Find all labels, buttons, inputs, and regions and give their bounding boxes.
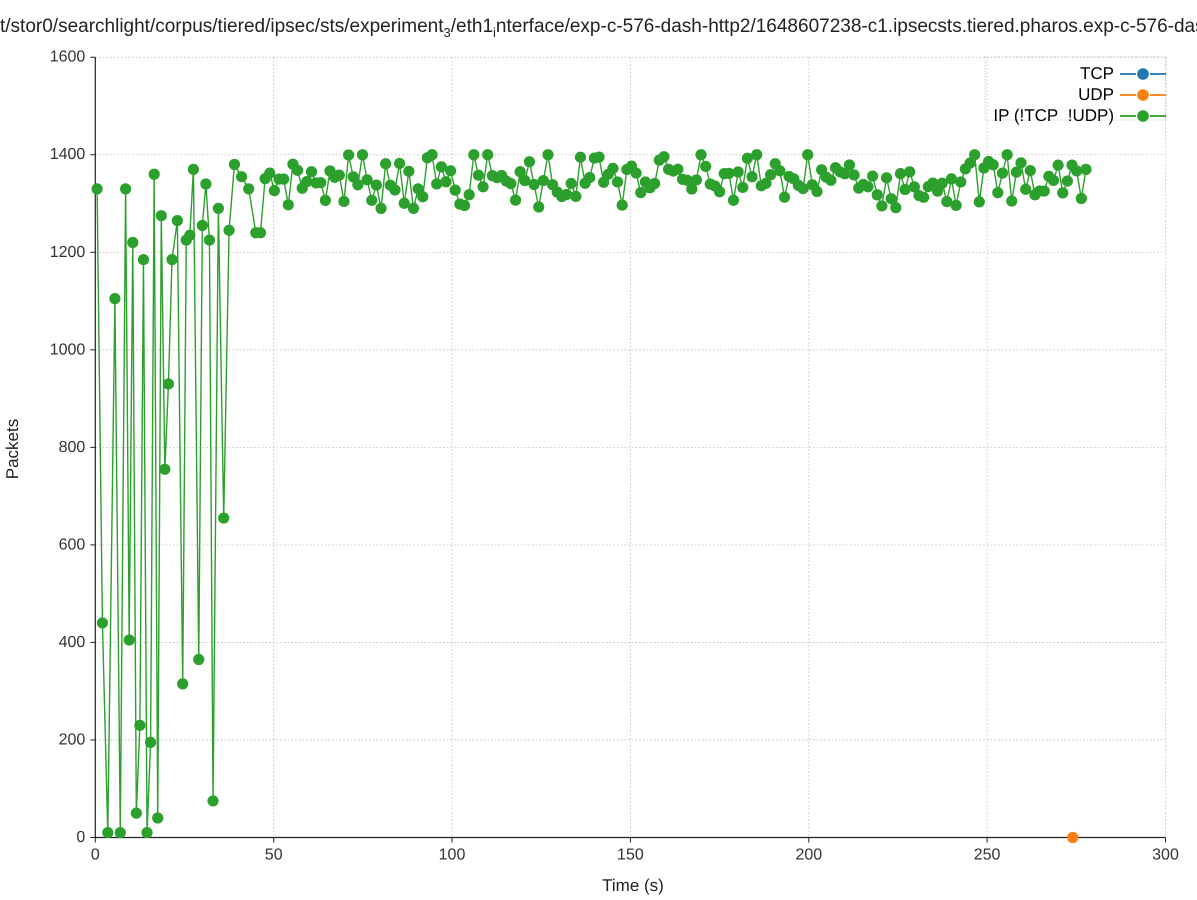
svg-text:100: 100	[439, 847, 466, 864]
svg-text:UDP: UDP	[1078, 85, 1114, 104]
svg-text:TCP: TCP	[1080, 64, 1114, 83]
svg-text:Time (s): Time (s)	[602, 876, 664, 895]
svg-text:150: 150	[617, 847, 644, 864]
svg-text:IP (!TCP !UDP): IP (!TCP !UDP)	[993, 106, 1114, 125]
svg-text:200: 200	[795, 847, 822, 864]
svg-text:400: 400	[59, 634, 86, 651]
svg-text:1200: 1200	[50, 244, 86, 261]
svg-text:50: 50	[265, 847, 283, 864]
svg-text:250: 250	[974, 847, 1001, 864]
svg-text:1600: 1600	[50, 49, 86, 66]
svg-text:1000: 1000	[50, 341, 86, 358]
svg-text:200: 200	[59, 731, 86, 748]
svg-text:300: 300	[1152, 847, 1179, 864]
svg-text:600: 600	[59, 536, 86, 553]
svg-text:Packets: Packets	[3, 419, 22, 479]
svg-text:0: 0	[76, 829, 85, 846]
svg-text:800: 800	[59, 439, 86, 456]
svg-text:1400: 1400	[50, 146, 86, 163]
svg-text:0: 0	[91, 847, 100, 864]
